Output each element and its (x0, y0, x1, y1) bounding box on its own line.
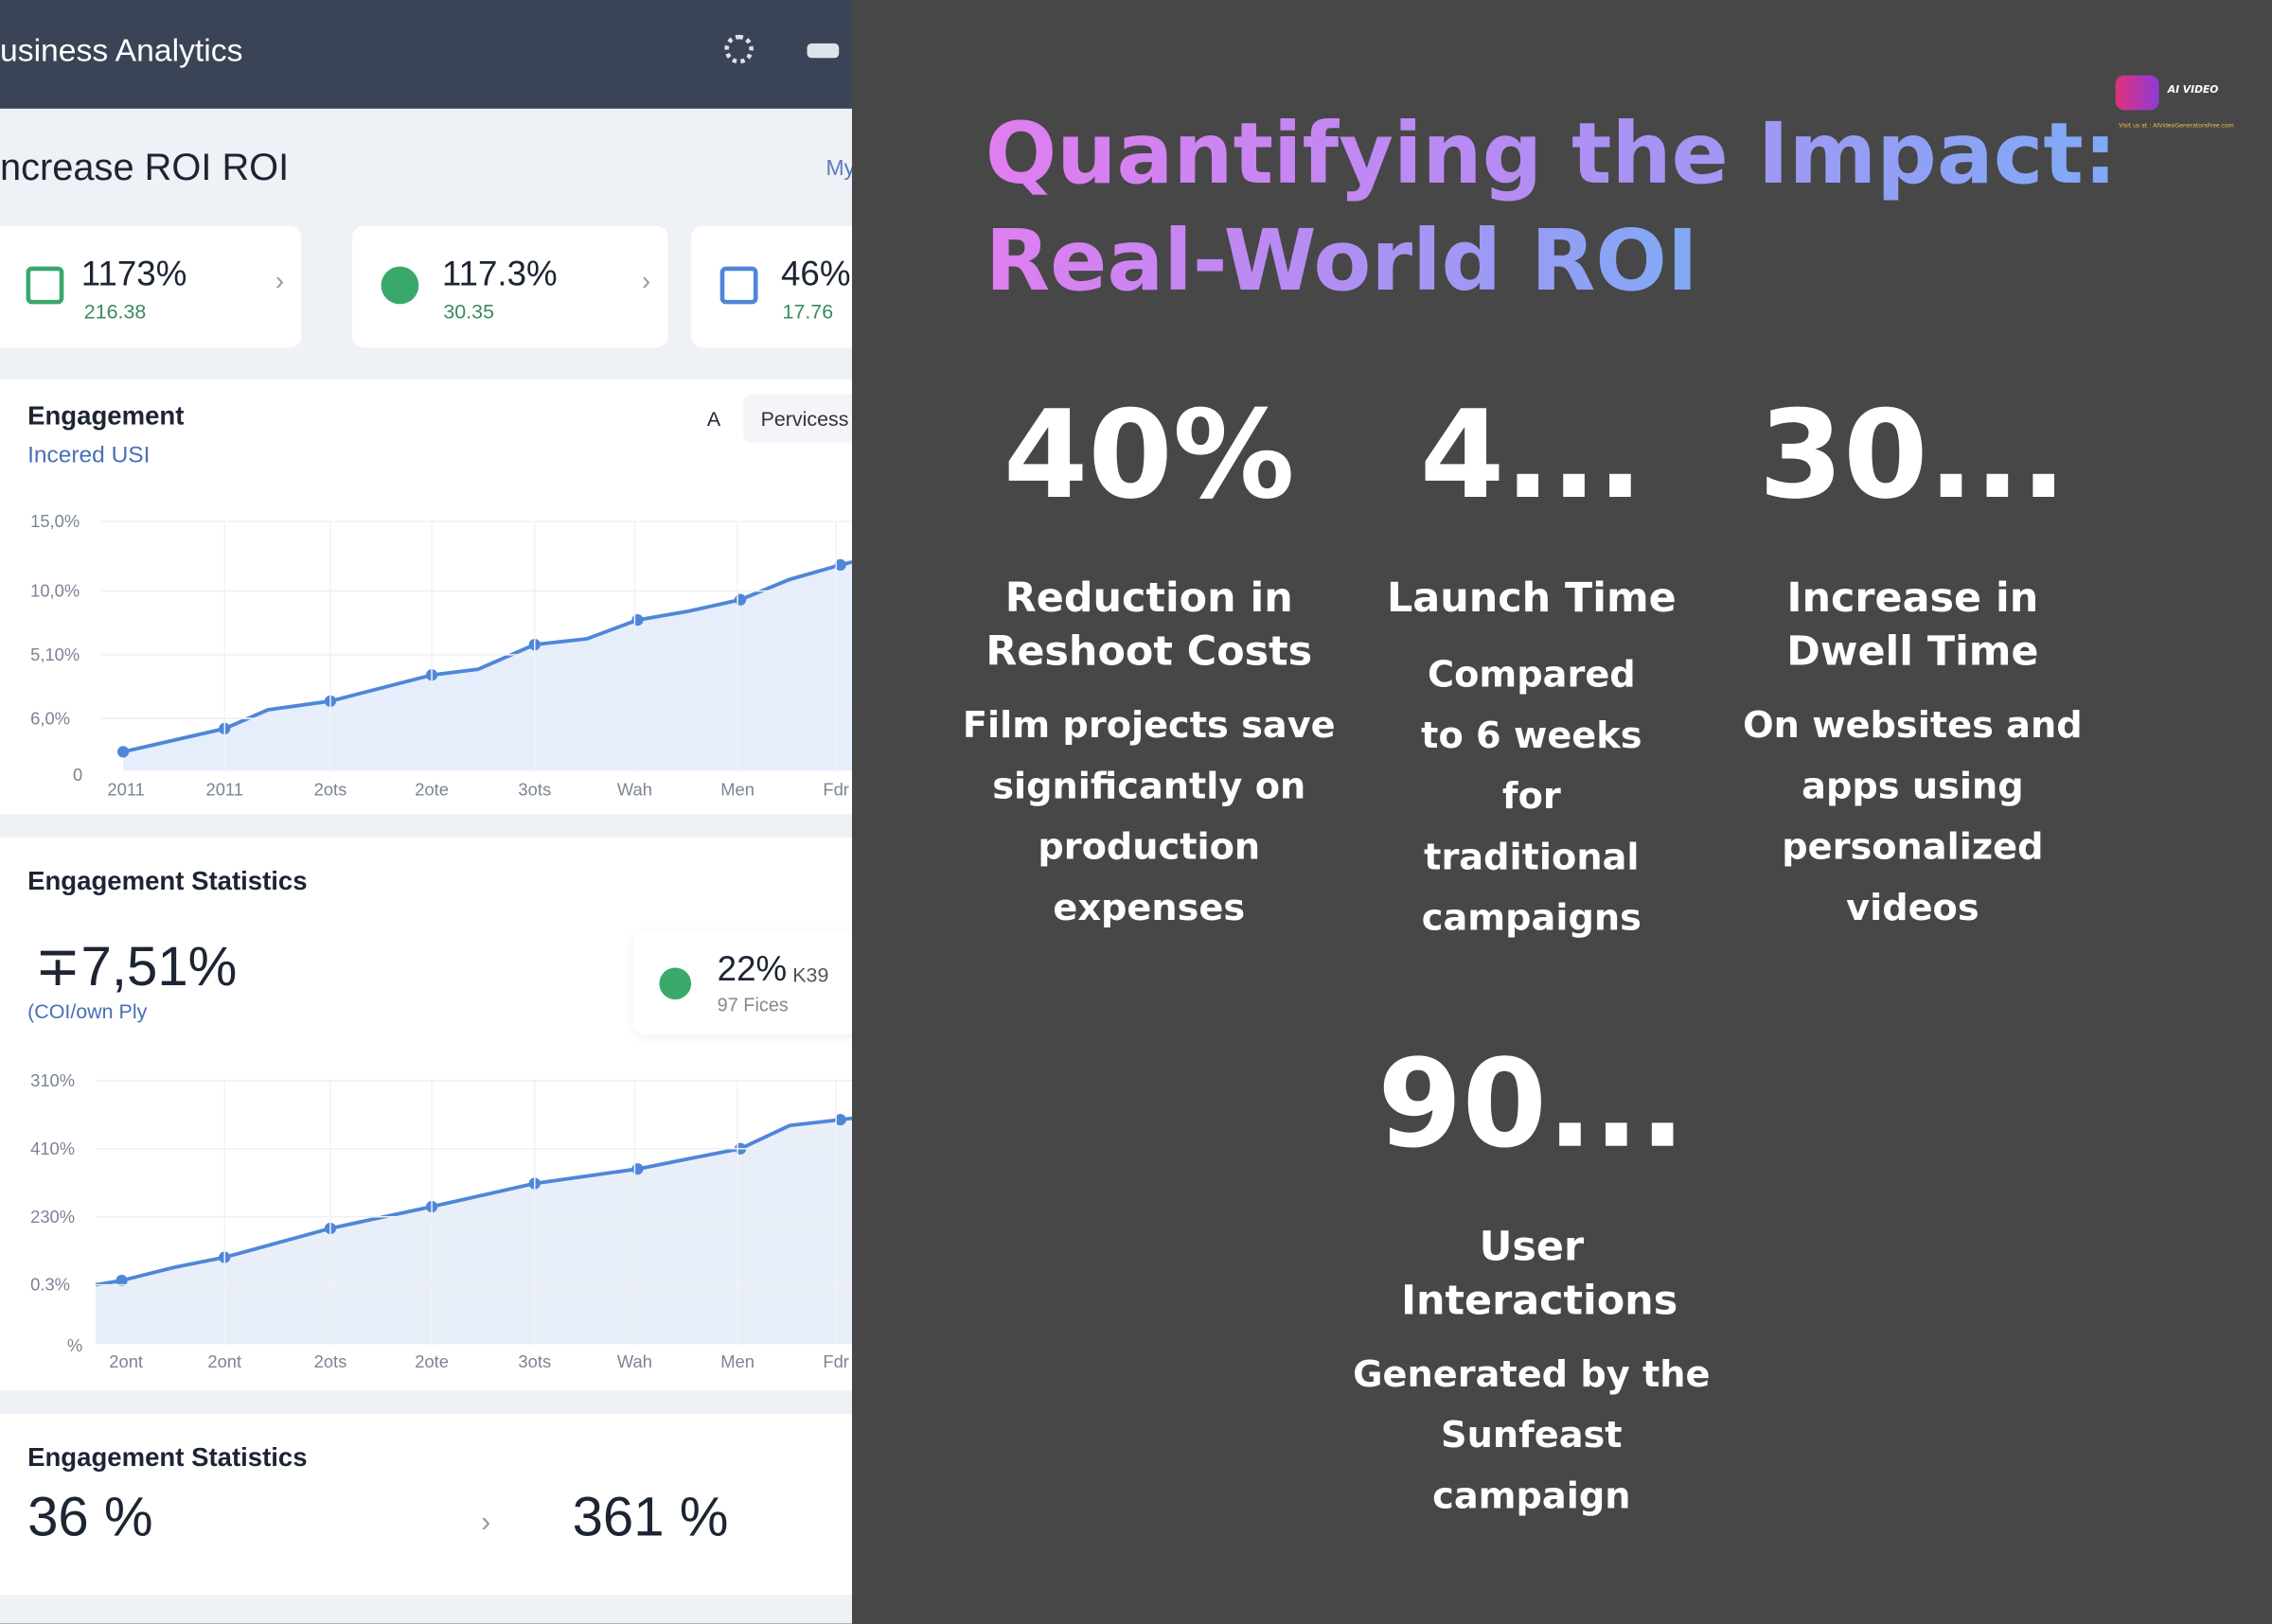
x-tick-label: Fdr (823, 779, 849, 799)
section-title: ncrease ROI ROI (0, 145, 290, 188)
badge-icon (659, 967, 692, 1000)
y-tick-label: 15,0% (30, 511, 80, 531)
x-tick-label: 2011 (206, 779, 243, 799)
kpi-icon (26, 266, 64, 305)
logo-icon (2115, 75, 2159, 111)
statistics-value: ∓7,51% (34, 937, 238, 998)
badge-card: 22% K39 97 Fices (632, 929, 852, 1034)
chart-title: Engagement (27, 400, 185, 431)
stat-figure: 90... (1377, 1033, 1686, 1175)
dashboard-screenshot: usiness Analytics ncrease ROI ROI My Eng… (0, 0, 852, 1624)
y-tick-label: 10,0% (30, 581, 80, 601)
kpi-sub: 30.35 (443, 299, 495, 324)
charts: 15,0% 10,0% 5,10% 6,0% 0 2011 2011 2ots 2ote 3ots… (30, 511, 852, 1371)
y-tick-label: 5,10% (30, 644, 80, 664)
filter-dropdown[interactable]: Pervicess (743, 394, 852, 444)
y-tick-label: % (67, 1335, 82, 1355)
y-tick-label: 6,0% (30, 708, 70, 728)
x-tick-label: 2ots (314, 1351, 347, 1371)
summary-right: 361 % (572, 1487, 729, 1549)
y-tick-label: 310% (30, 1070, 75, 1090)
x-tick-label: 2011 (107, 779, 144, 799)
x-tick-label: 2ont (207, 1351, 241, 1371)
x-tick-label: Men (720, 1351, 754, 1371)
slide-title-line2: Real-World ROI (985, 211, 1698, 310)
chart-subtitle: Incered USI (27, 443, 151, 468)
statistics-sub: (COI/own Ply (27, 999, 148, 1023)
stat-heading: Launch Time (1386, 574, 1677, 622)
y-tick-label: 410% (30, 1139, 75, 1158)
x-tick-label: 3ots (518, 779, 551, 799)
summary-card (0, 1413, 852, 1596)
summary-left: 36 % (27, 1487, 153, 1549)
kpi-chevron: › (275, 266, 284, 296)
kpi-chevron: › (642, 266, 651, 296)
stat-block: 90... User Interactions Generated by the S… (1343, 1043, 1720, 1527)
x-tick-label: 2ote (415, 1351, 449, 1371)
stat-heading: Reduction in Reshoot Costs (985, 574, 1313, 676)
stat-figure: 4... (1419, 383, 1643, 526)
x-tick-label: Men (720, 779, 754, 799)
y-tick-label: 0.3% (30, 1275, 70, 1295)
logo-url: Visit us at : AIVideoGeneratorsFree.com (2119, 121, 2234, 130)
section-link[interactable]: My (825, 156, 852, 182)
header-bar: usiness Analytics (0, 0, 852, 109)
statistics-title: Engagement Statistics (27, 866, 308, 895)
chevron[interactable]: › (481, 1506, 491, 1539)
chart-area (96, 1118, 852, 1345)
toggle-icon[interactable] (807, 43, 840, 59)
x-tick-label: 2ots (314, 779, 347, 799)
logo-brand: AI VIDEO (2167, 83, 2219, 97)
x-tick-label: Wah (617, 779, 652, 799)
kpi-icon (719, 266, 758, 305)
kpi-value: 117.3% (441, 255, 558, 294)
kpi-sub: 17.76 (782, 299, 834, 324)
header-title: usiness Analytics (0, 31, 243, 68)
x-tick-label: Wah (617, 1351, 652, 1371)
stat-description: Film projects save significantly on prod… (962, 703, 1336, 929)
kpi-card: 46% 17.76 (691, 225, 852, 348)
kpi-card: 117.3% 30.35 › (351, 225, 668, 348)
kpi-card: 1173% 216.38 › (0, 225, 302, 348)
x-tick-label: 3ots (518, 1351, 551, 1371)
kpi-value: 1173% (80, 255, 187, 294)
settings-icon[interactable] (724, 34, 754, 64)
filter[interactable]: A (706, 407, 721, 431)
stat-block: 4... Launch Time Compared to 6 weeks for t… (1343, 394, 1720, 948)
stat-heading: User Interactions (1401, 1222, 1678, 1324)
kpi-icon (381, 266, 419, 305)
y-tick-label: 0 (73, 765, 82, 785)
stat-description: Compared to 6 weeks for traditional camp… (1421, 653, 1642, 939)
summary-title: Engagement Statistics (27, 1442, 308, 1473)
stat-block: 30... Increase in Dwell Time On websites a… (1724, 394, 2101, 939)
stat-heading: Increase in Dwell Time (1786, 574, 2039, 676)
x-tick-label: 2ote (415, 779, 449, 799)
slide-title-line1: Quantifying the Impact: (985, 104, 2118, 203)
stat-description: On websites and apps using personalized … (1743, 703, 2083, 929)
stat-block: 40% Reduction in Reshoot Costs Film projec… (961, 394, 1338, 939)
badge-sub: 97 Fices (717, 993, 789, 1015)
badge-code: K39 (792, 962, 829, 987)
badge-value: 22% (717, 950, 788, 990)
chart-line (122, 560, 852, 754)
stat-description: Generated by the Sunfeast campaign (1353, 1352, 1711, 1517)
y-tick-label: 230% (30, 1207, 75, 1227)
kpi-sub: 216.38 (83, 299, 147, 324)
x-tick-label: 2ont (109, 1351, 143, 1371)
stat-figure: 30... (1758, 383, 2068, 526)
stat-figure: 40% (1003, 383, 1295, 526)
kpi-value: 46% (780, 255, 851, 294)
x-tick-label: Fdr (823, 1351, 849, 1371)
